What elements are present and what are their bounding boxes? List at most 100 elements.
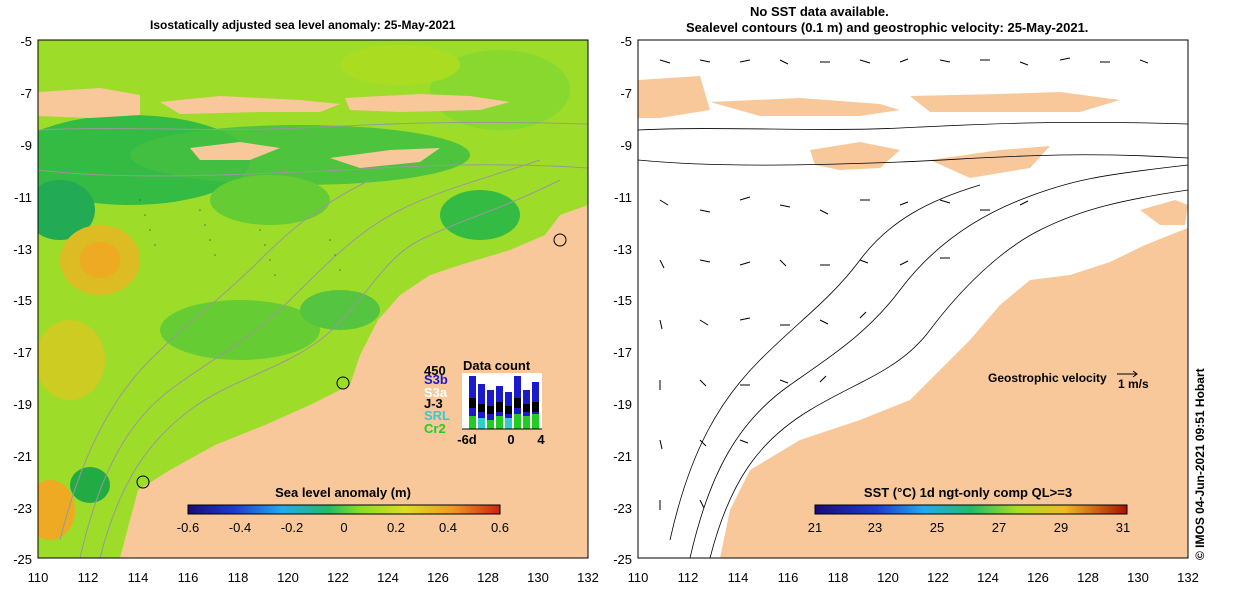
velocity-scale-arrow-icon bbox=[1117, 370, 1138, 378]
y-tick-label: -25 bbox=[13, 552, 32, 567]
sealevel-contour bbox=[638, 121, 1188, 131]
legend-j3: J-3 bbox=[424, 396, 443, 411]
x-tick-label: 110 bbox=[28, 570, 49, 585]
anomaly-blob bbox=[130, 125, 470, 185]
x-tick-label: 128 bbox=[1077, 570, 1099, 585]
y-tick-label: -23 bbox=[613, 501, 632, 516]
land-islands bbox=[38, 88, 510, 168]
colorbar-tick: 21 bbox=[808, 520, 822, 535]
y-tick-label: -21 bbox=[613, 449, 632, 464]
colorbar-tick: 29 bbox=[1054, 520, 1068, 535]
y-tick-label: -19 bbox=[13, 397, 32, 412]
x-tick-label: 124 bbox=[977, 570, 999, 585]
x-tick-label: 112 bbox=[78, 570, 99, 585]
y-tick-label: -11 bbox=[14, 190, 32, 205]
x-tick-label: 130 bbox=[527, 570, 549, 585]
colorbar-tick: 0.6 bbox=[491, 520, 509, 535]
bathymetry-contour bbox=[59, 179, 371, 541]
x-tick-label: 126 bbox=[427, 570, 449, 585]
x-tick-label: 110 bbox=[628, 570, 649, 585]
colorbar-tick: -0.6 bbox=[177, 520, 199, 535]
legend-srl: SRL bbox=[424, 408, 450, 423]
tide-gauge-marker bbox=[136, 475, 150, 489]
anomaly-blob bbox=[38, 320, 105, 400]
bathymetry-contour bbox=[38, 121, 588, 131]
anomaly-blob bbox=[210, 175, 330, 225]
colorbar-tick: 27 bbox=[992, 520, 1006, 535]
x-tick-label: 118 bbox=[228, 570, 249, 585]
sst-colorbar-ticks: 21 23 25 27 29 31 bbox=[808, 520, 1130, 535]
x-tick-label: 132 bbox=[577, 570, 599, 585]
y-tick-label: -5 bbox=[620, 34, 632, 49]
x-tick-label: 118 bbox=[828, 570, 849, 585]
velocity-arrows bbox=[659, 57, 1149, 510]
y-tick-label: -23 bbox=[13, 501, 32, 516]
colorbar-tick: 25 bbox=[930, 520, 944, 535]
data-count-bars bbox=[469, 376, 539, 429]
colorbar-tick: -0.2 bbox=[281, 520, 303, 535]
x-tick-label: 112 bbox=[678, 570, 699, 585]
colorbar-tick: 0.2 bbox=[387, 520, 405, 535]
colorbar-tick: 31 bbox=[1116, 520, 1130, 535]
y-tick-label: -17 bbox=[13, 345, 32, 360]
sea-level-anomaly-map: -5 -7 -9 -11 -13 -15 -17 -19 -21 -23 -25… bbox=[13, 34, 599, 585]
velocity-scale-label: 1 m/s bbox=[1118, 377, 1149, 391]
y-tick-label: -11 bbox=[614, 190, 632, 205]
colorbar-tick: -0.4 bbox=[229, 520, 251, 535]
sst-colorbar-label: SST (°C) 1d ngt-only comp QL>=3 bbox=[864, 485, 1072, 500]
x-tick-label: 120 bbox=[277, 570, 299, 585]
y-tick-label: -19 bbox=[613, 397, 632, 412]
data-count-x-tick: 0 bbox=[507, 432, 514, 447]
anomaly-blob bbox=[300, 290, 380, 330]
data-count-x-tick: -6d bbox=[457, 432, 477, 447]
colorbar-label: Sea level anomaly (m) bbox=[275, 485, 411, 500]
bathymetry-contour bbox=[38, 164, 588, 177]
y-tick-label: -25 bbox=[613, 552, 632, 567]
y-tick-label: -15 bbox=[613, 293, 632, 308]
tide-gauge-marker bbox=[553, 233, 567, 247]
x-tick-label: 132 bbox=[1177, 570, 1199, 585]
x-tick-label: 116 bbox=[778, 570, 799, 585]
imos-credit: © IMOS 04-Jun-2021 09:51 Hobart bbox=[1193, 368, 1207, 560]
x-tick-label: 126 bbox=[1027, 570, 1049, 585]
y-tick-label: -7 bbox=[20, 86, 32, 101]
colorbar-ticks: -0.6 -0.4 -0.2 0 0.2 0.4 0.6 bbox=[177, 520, 509, 535]
x-tick-label: 114 bbox=[728, 570, 749, 585]
y-tick-label: -17 bbox=[613, 345, 632, 360]
anomaly-blob bbox=[80, 242, 120, 278]
y-tick-label: -9 bbox=[20, 138, 32, 153]
left-x-axis: 110 112 114 116 118 120 122 124 126 128 … bbox=[28, 570, 599, 585]
x-tick-label: 122 bbox=[927, 570, 949, 585]
tide-gauge-marker bbox=[336, 376, 350, 390]
y-tick-label: -15 bbox=[13, 293, 32, 308]
bathymetry-contour bbox=[99, 179, 561, 558]
right-x-axis: 110 112 114 116 118 120 122 124 126 128 … bbox=[628, 570, 1199, 585]
land-australia bbox=[720, 228, 1188, 558]
y-tick-label: -13 bbox=[613, 242, 632, 257]
right-y-axis: -5 -7 -9 -11 -13 -15 -17 -19 -21 -23 -25 bbox=[613, 34, 632, 567]
bathymetry-contour bbox=[79, 159, 541, 558]
anomaly-blob bbox=[38, 180, 95, 240]
geostrophic-velocity-map: -5 -7 -9 -11 -13 -15 -17 -19 -21 -23 -25… bbox=[613, 34, 1199, 585]
sla-colorbar bbox=[187, 504, 501, 515]
x-tick-label: 114 bbox=[128, 570, 149, 585]
data-count-max: 450 bbox=[424, 363, 446, 378]
velocity-legend-label: Geostrophic velocity bbox=[988, 371, 1107, 385]
legend-s3a: S3a bbox=[424, 385, 448, 400]
sealevel-contour bbox=[709, 189, 1188, 558]
right-map-title-line2: Sealevel contours (0.1 m) and geostrophi… bbox=[686, 20, 1089, 35]
colorbar-tick: 0.4 bbox=[439, 520, 457, 535]
left-y-axis: -5 -7 -9 -11 -13 -15 -17 -19 -21 -23 -25 bbox=[13, 34, 32, 567]
legend-s3b: S3b bbox=[424, 372, 448, 387]
colorbar-tick: 0 bbox=[340, 520, 347, 535]
x-tick-label: 116 bbox=[178, 570, 199, 585]
x-tick-label: 124 bbox=[377, 570, 399, 585]
data-count-title: Data count bbox=[463, 358, 531, 373]
land-islands bbox=[638, 76, 1188, 225]
y-tick-label: -5 bbox=[20, 34, 32, 49]
x-tick-label: 122 bbox=[327, 570, 349, 585]
anomaly-blob bbox=[160, 300, 320, 360]
legend-cr2: Cr2 bbox=[424, 421, 446, 436]
land-australia bbox=[120, 205, 588, 558]
sealevel-contour bbox=[669, 184, 981, 541]
